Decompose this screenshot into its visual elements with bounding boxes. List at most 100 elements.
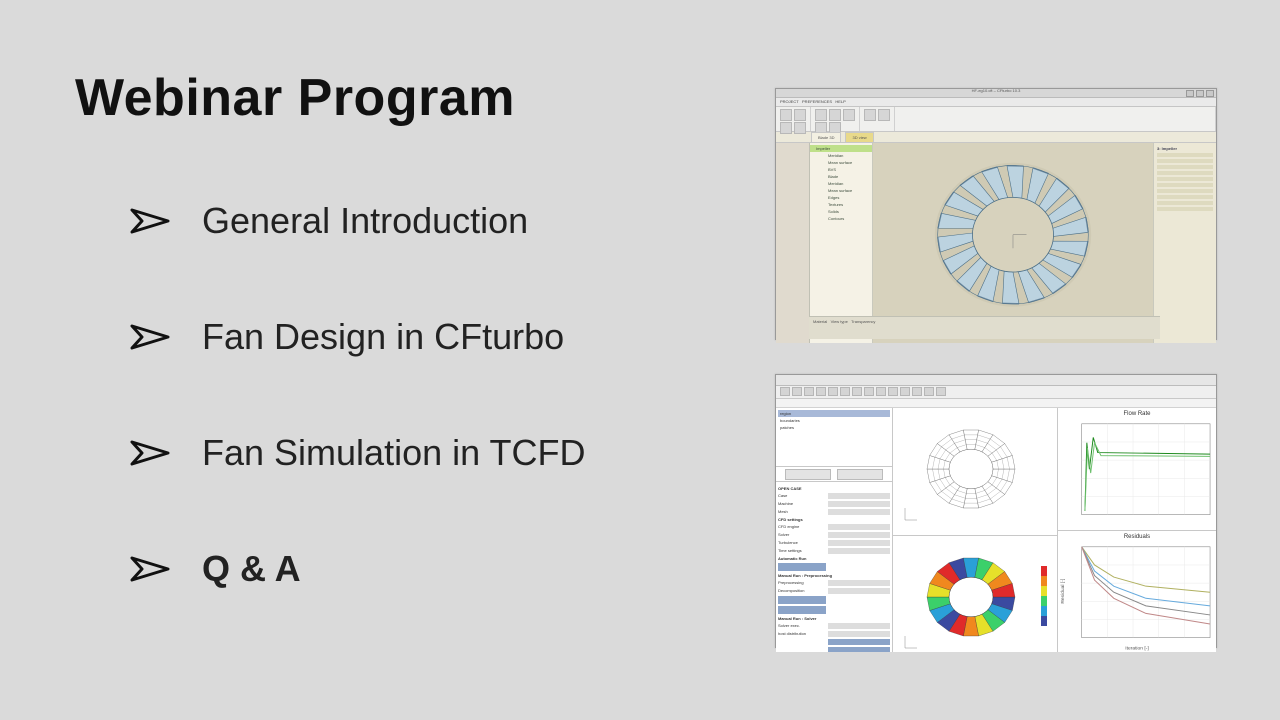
panel-button[interactable]	[785, 469, 831, 480]
property-row: host distribution	[778, 630, 890, 637]
arrow-icon	[130, 322, 172, 352]
model-tree[interactable]: Impeller Meridian Mean surface BVS Blade…	[810, 143, 873, 343]
svg-text:Iteration [-]: Iteration [-]	[1125, 645, 1149, 651]
property-value[interactable]	[828, 493, 890, 499]
property-value[interactable]	[828, 540, 890, 546]
max-icon[interactable]	[1196, 90, 1204, 97]
section-header: Manual Run : Solver	[778, 616, 890, 621]
tree-node[interactable]: Textures	[822, 201, 872, 208]
window-controls	[1186, 90, 1214, 97]
toolbar-icon[interactable]	[816, 387, 826, 396]
ribbon-icon[interactable]	[878, 109, 890, 121]
window-title: HF-eg10.cft – CFturbo 10.3	[972, 88, 1021, 93]
tree-node[interactable]: Solids	[822, 208, 872, 215]
close-icon[interactable]	[1206, 90, 1214, 97]
tree-node[interactable]: Contours	[822, 215, 872, 222]
toolbar-icon[interactable]	[792, 387, 802, 396]
menu-item[interactable]: HELP	[835, 99, 845, 104]
toolbar-icon[interactable]	[852, 387, 862, 396]
property-value[interactable]	[828, 509, 890, 515]
tab[interactable]: 3D view	[845, 132, 873, 142]
toolbar-icon[interactable]	[912, 387, 922, 396]
toolbar-icon[interactable]	[840, 387, 850, 396]
menu-bar[interactable]: PROJECT PREFERENCES HELP	[776, 98, 1216, 107]
bullet-label: Fan Design in CFturbo	[202, 316, 564, 358]
bullet-list: General Introduction Fan Design in CFtur…	[130, 200, 585, 664]
tree-node[interactable]: BVS	[822, 166, 872, 173]
center-viewports	[893, 408, 1058, 652]
toolbar-icon[interactable]	[888, 387, 898, 396]
ribbon-icon[interactable]	[794, 122, 806, 134]
property-row: Mesh	[778, 508, 890, 515]
tree-node[interactable]: Meridian	[822, 152, 872, 159]
arrow-icon	[130, 206, 172, 236]
svg-text:Residual [-]: Residual [-]	[1060, 578, 1066, 604]
ribbon-icon[interactable]	[829, 109, 841, 121]
run-button[interactable]	[778, 596, 826, 604]
viewport-mesh[interactable]	[893, 408, 1057, 536]
tree-node[interactable]: Edges	[822, 194, 872, 201]
ribbon-icon[interactable]	[864, 109, 876, 121]
toolbar-icon[interactable]	[936, 387, 946, 396]
menu-item[interactable]: PREFERENCES	[802, 99, 832, 104]
property-key: Preprocessing	[778, 580, 826, 585]
toolbar-icon[interactable]	[780, 387, 790, 396]
bullet-item: General Introduction	[130, 200, 585, 242]
tree-node[interactable]: Impeller	[810, 145, 872, 152]
ribbon-icon[interactable]	[780, 122, 792, 134]
menu-item[interactable]: PROJECT	[780, 99, 799, 104]
toolbar-icon[interactable]	[900, 387, 910, 396]
bullet-item: Fan Simulation in TCFD	[130, 432, 585, 474]
property-value[interactable]	[828, 548, 890, 554]
property-key: host distribution	[778, 631, 826, 636]
property-value[interactable]	[828, 588, 890, 594]
plot-column: Flow Rate Residuals Iteration [-]Residua…	[1058, 408, 1216, 652]
bullet-item: Q & A	[130, 548, 585, 590]
toolbar	[776, 399, 1216, 408]
ribbon-icon[interactable]	[843, 109, 855, 121]
tree-node[interactable]: region	[778, 410, 890, 417]
window-titlebar: HF-eg10.cft – CFturbo 10.3	[776, 89, 1216, 98]
toolbar	[776, 386, 1216, 399]
property-key: Solver	[778, 532, 826, 537]
property-value[interactable]	[828, 532, 890, 538]
screenshot-cfturbo: HF-eg10.cft – CFturbo 10.3 PROJECT PREFE…	[775, 88, 1217, 340]
toolbar-icon[interactable]	[876, 387, 886, 396]
arrow-icon	[130, 438, 172, 468]
toolbar-icon[interactable]	[828, 387, 838, 396]
property-value[interactable]	[828, 501, 890, 507]
toolbar-icon[interactable]	[864, 387, 874, 396]
property-key: Machine	[778, 501, 826, 506]
viewport-contour[interactable]	[893, 536, 1057, 663]
section-header: Manual Run : Preprocessing	[778, 573, 890, 578]
tab[interactable]: Blade 3D	[811, 132, 841, 142]
tree-node[interactable]: patches	[778, 424, 890, 431]
tree-node[interactable]: Meridian	[822, 180, 872, 187]
property-value[interactable]	[828, 623, 890, 629]
ribbon-icon[interactable]	[815, 109, 827, 121]
property-row: Time settings	[778, 547, 890, 554]
property-key: Solver exec.	[778, 623, 826, 628]
viewport-3d[interactable]: x y z	[873, 143, 1153, 343]
property-value[interactable]	[828, 580, 890, 586]
min-icon[interactable]	[1186, 90, 1194, 97]
section-header: Automatic Run	[778, 556, 890, 561]
tree-node[interactable]: Blade	[822, 173, 872, 180]
toolbar-icon[interactable]	[924, 387, 934, 396]
property-key: Time settings	[778, 548, 826, 553]
toolbar-icon[interactable]	[804, 387, 814, 396]
pipeline-tree[interactable]: region boundaries patches	[776, 408, 892, 467]
panel-button[interactable]	[837, 469, 883, 480]
tree-node[interactable]: Mean surface	[822, 159, 872, 166]
arrow-icon	[130, 554, 172, 584]
ribbon-icon[interactable]	[794, 109, 806, 121]
property-value[interactable]	[828, 631, 890, 637]
section-header: OPEN CASE	[778, 486, 890, 491]
property-value[interactable]	[828, 524, 890, 530]
tree-node[interactable]: Mean surface	[822, 187, 872, 194]
tree-node[interactable]: boundaries	[778, 417, 890, 424]
property-row: Turbulence	[778, 539, 890, 546]
ribbon-icon[interactable]	[780, 109, 792, 121]
run-button[interactable]	[778, 606, 826, 614]
run-button[interactable]	[778, 563, 826, 571]
